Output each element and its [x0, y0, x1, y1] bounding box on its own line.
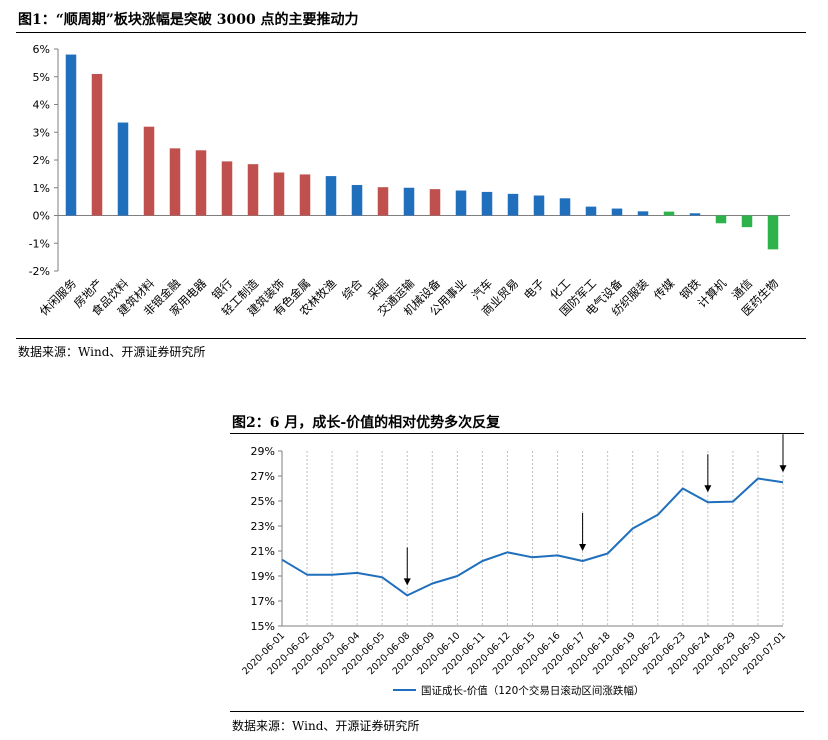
y-tick-label: 25%	[251, 495, 275, 508]
x-tick-label: 计算机	[695, 276, 730, 311]
bar	[247, 164, 259, 216]
bar	[741, 215, 753, 228]
bar	[221, 161, 233, 216]
y-tick-label: 29%	[251, 445, 275, 458]
figure2-title: 图2：6 月，成长-价值的相对优势多次反复	[232, 415, 501, 431]
bar	[663, 211, 675, 216]
y-tick-label: 0%	[33, 210, 50, 223]
figure1-title-rule	[16, 32, 806, 33]
y-tick-label: 1%	[33, 182, 50, 195]
y-tick-label: 19%	[251, 570, 275, 583]
bar	[481, 191, 493, 216]
y-tick-label: 17%	[251, 595, 275, 608]
bar	[91, 73, 103, 216]
y-tick-label: 5%	[33, 71, 50, 84]
y-tick-label: -2%	[29, 265, 50, 278]
bar	[325, 176, 337, 216]
x-tick-label: 传媒	[651, 276, 678, 303]
bar	[429, 189, 441, 216]
y-tick-label: 3%	[33, 126, 50, 139]
series-line	[281, 477, 784, 597]
figure2-bottom-rule	[230, 711, 804, 712]
figure2-title-rule	[230, 433, 804, 434]
bar	[637, 211, 649, 216]
figure2-source: 数据来源：Wind、开源证券研究所	[232, 719, 420, 733]
bar-chart: -2%-1%0%1%2%3%4%5%6%休闲服务房地产食品饮料建筑材料非银金融家…	[29, 43, 790, 319]
y-tick-label: -1%	[29, 237, 50, 250]
bar	[351, 184, 363, 216]
x-tick-label: 综合	[339, 276, 366, 303]
bar	[611, 208, 623, 216]
x-tick-label: 电子	[521, 276, 547, 302]
y-tick-label: 2%	[33, 154, 50, 167]
arrow-head	[779, 465, 787, 473]
bar	[117, 122, 129, 216]
bar	[403, 187, 415, 216]
figure1-bottom-rule	[16, 338, 806, 339]
bar	[767, 215, 779, 250]
bar	[533, 195, 545, 216]
bar	[507, 193, 519, 216]
y-tick-label: 23%	[251, 520, 275, 533]
bar	[559, 198, 571, 216]
y-tick-label: 27%	[251, 470, 275, 483]
arrow-head	[579, 544, 587, 551]
bar	[273, 172, 285, 216]
y-tick-label: 21%	[251, 545, 275, 558]
bar	[585, 206, 597, 216]
y-tick-label: 6%	[33, 43, 50, 56]
bar	[169, 148, 181, 216]
bar	[65, 54, 77, 216]
line-chart: 15%17%19%21%23%25%27%29%2020-06-012020-0…	[240, 434, 788, 697]
bar	[715, 215, 727, 224]
bar	[195, 150, 207, 216]
legend-label: 国证成长-价值（120个交易日滚动区间涨跌幅）	[421, 684, 644, 697]
bar	[455, 190, 467, 216]
y-tick-label: 4%	[33, 99, 50, 112]
arrow-head	[403, 578, 411, 586]
y-tick-label: 15%	[251, 620, 275, 633]
bar	[377, 187, 389, 216]
bar	[143, 126, 155, 216]
arrow-head	[704, 485, 712, 493]
bar	[299, 174, 311, 216]
figure1-source: 数据来源：Wind、开源证券研究所	[18, 345, 206, 359]
bar	[689, 213, 701, 216]
figure1-title: 图1：“顺周期”板块涨幅是突破 3000 点的主要推动力	[18, 12, 359, 28]
